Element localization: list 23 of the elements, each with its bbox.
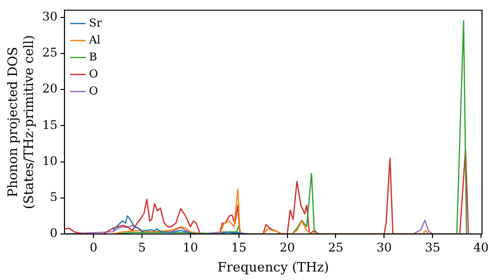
y-axis-title: Phonon projected DOS (States/THz·primitive cell) bbox=[6, 35, 37, 210]
y-tick-label: 0 bbox=[50, 226, 58, 240]
y-tick-label: 15 bbox=[42, 118, 58, 132]
y-tick-label: 5 bbox=[50, 190, 58, 204]
x-tick-label: 10 bbox=[182, 240, 198, 254]
x-tick-label: 25 bbox=[328, 240, 344, 254]
x-tick-label: 30 bbox=[376, 240, 392, 254]
x-tick-label: 15 bbox=[231, 240, 246, 254]
legend-label: Sr bbox=[88, 16, 103, 30]
x-axis-title: Frequency (THz) bbox=[218, 260, 329, 276]
legend-label: Al bbox=[88, 33, 101, 46]
legend-label: B bbox=[88, 50, 98, 64]
legend-label: O bbox=[88, 84, 98, 98]
y-tick-label: 10 bbox=[42, 154, 58, 168]
legend-label: O bbox=[88, 67, 98, 80]
x-tick-label: 0 bbox=[90, 240, 98, 254]
y-tick-label: 25 bbox=[42, 46, 58, 60]
y-tick-label: 20 bbox=[42, 82, 58, 96]
x-tick-label: 35 bbox=[424, 240, 440, 254]
y-tick-label: 30 bbox=[42, 10, 58, 24]
x-tick-label: 20 bbox=[280, 240, 295, 254]
x-tick-label: 5 bbox=[138, 240, 146, 254]
x-tick-label: 40 bbox=[473, 240, 489, 254]
